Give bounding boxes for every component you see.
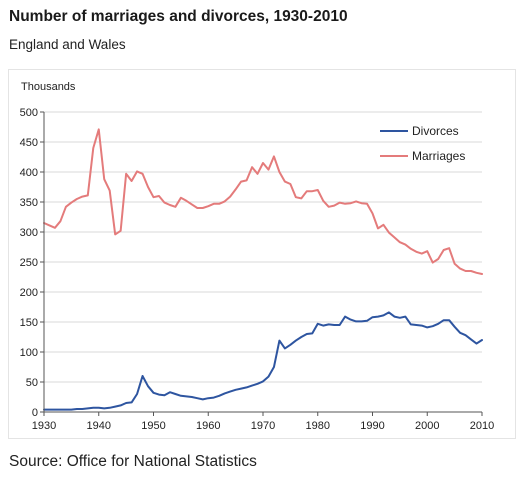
y-tick-label: 200 <box>20 287 38 299</box>
y-tick-label: 350 <box>20 197 38 209</box>
x-tick-label: 1940 <box>87 420 111 432</box>
y-tick-label: 250 <box>20 257 38 269</box>
gridlines <box>44 111 482 383</box>
y-tick-label: 300 <box>20 227 38 239</box>
y-tick-label: 150 <box>20 317 38 329</box>
y-tick-label: 0 <box>32 407 38 419</box>
x-tick-label: 1960 <box>196 420 220 432</box>
y-tick-label: 400 <box>20 167 38 179</box>
chart-panel: 0 50 100 150 200 250 300 350 400 450 500 1930 1940 19… <box>8 69 516 439</box>
legend: Divorces Marriages <box>380 124 465 163</box>
tick-labels: 0 50 100 150 200 250 300 350 400 450 500 1930 1940 19… <box>20 107 495 432</box>
y-tick-label: 50 <box>26 377 38 389</box>
x-tick-label: 2010 <box>470 420 494 432</box>
divorces-line <box>43 311 483 411</box>
chart-title: Number of marriages and divorces, 1930-2… <box>9 8 348 25</box>
source-note: Source: Office for National Statistics <box>9 453 257 470</box>
line-chart: 0 50 100 150 200 250 300 350 400 450 500 1930 1940 19… <box>20 81 495 432</box>
axes <box>40 111 483 416</box>
x-tick-label: 1970 <box>251 420 275 432</box>
x-tick-label: 2000 <box>415 420 439 432</box>
y-axis-label: Thousands <box>21 81 76 93</box>
x-tick-label: 1930 <box>32 420 56 432</box>
divorces-legend-label: Divorces <box>412 124 459 138</box>
y-tick-label: 500 <box>20 107 38 119</box>
x-tick-label: 1980 <box>306 420 330 432</box>
y-tick-label: 100 <box>20 347 38 359</box>
y-tick-label: 450 <box>20 137 38 149</box>
x-tick-label: 1950 <box>141 420 165 432</box>
x-tick-label: 1990 <box>360 420 384 432</box>
series-layer <box>43 128 483 411</box>
chart-subtitle: England and Wales <box>9 37 126 52</box>
marriages-legend-label: Marriages <box>412 149 465 163</box>
marriages-line <box>43 128 483 275</box>
